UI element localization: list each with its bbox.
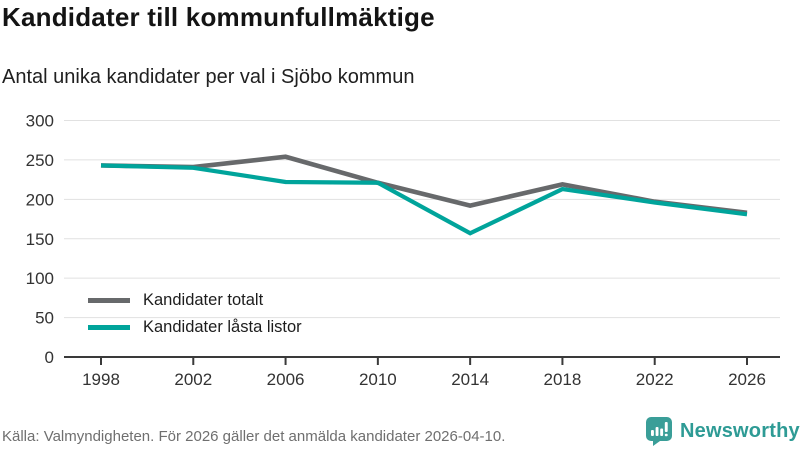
x-tick-label: 2022	[636, 370, 674, 389]
y-tick-label: 0	[45, 348, 54, 367]
legend-label-totalt: Kandidater totalt	[143, 291, 264, 309]
source-note: Källa: Valmyndigheten. För 2026 gäller d…	[2, 428, 506, 445]
legend-swatch-totalt	[88, 298, 130, 303]
page-subtitle: Antal unika kandidater per val i Sjöbo k…	[2, 66, 415, 88]
x-tick-label: 2002	[174, 370, 212, 389]
x-tick-label: 2014	[451, 370, 489, 389]
y-tick-label: 150	[26, 230, 54, 249]
x-tick-label: 2018	[544, 370, 582, 389]
x-tick-label: 2006	[267, 370, 305, 389]
newsworthy-logo-icon	[646, 417, 672, 446]
page-title: Kandidater till kommunfullmäktige	[2, 2, 435, 32]
y-tick-label: 100	[26, 269, 54, 288]
newsworthy-logo: Newsworthy	[646, 417, 800, 446]
legend-swatch-lasta-listor	[88, 325, 130, 330]
series-line-lasta-listor	[100, 163, 748, 236]
y-tick-label: 300	[26, 112, 54, 131]
x-tick-label: 2026	[728, 370, 766, 389]
line-chart: 1998 2002 2006 2010 2014 2018 2022 2026 0 50 100 15…	[26, 112, 780, 389]
chart-legend: Kandidater totalt Kandidater låsta listo…	[88, 287, 302, 341]
y-tick-label: 50	[35, 309, 54, 328]
series-line-totalt	[100, 154, 748, 216]
x-tick-label: 2010	[359, 370, 397, 389]
x-tick-label: 1998	[82, 370, 120, 389]
legend-item-totalt: Kandidater totalt	[88, 287, 302, 314]
y-tick-label: 250	[26, 151, 54, 170]
y-tick-label: 200	[26, 190, 54, 209]
legend-label-lasta-listor: Kandidater låsta listor	[143, 318, 302, 336]
newsworthy-wordmark: Newsworthy	[680, 420, 800, 442]
legend-item-lasta-listor: Kandidater låsta listor	[88, 314, 302, 341]
